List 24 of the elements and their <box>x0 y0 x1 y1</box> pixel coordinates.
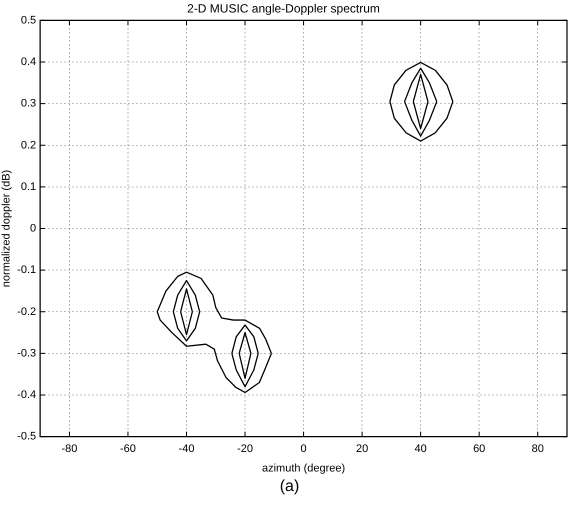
x-axis-title: azimuth (degree) <box>262 462 346 474</box>
y-tick-label: 0.2 <box>20 139 36 152</box>
y-tick-label: -0.1 <box>17 264 36 276</box>
y-tick-label: -0.3 <box>17 347 36 360</box>
x-tick-label: 20 <box>356 443 368 456</box>
x-tick-label: -40 <box>178 443 194 456</box>
y-tick-label: -0.2 <box>17 306 36 318</box>
y-tick-label: 0.3 <box>20 98 36 110</box>
x-tick-label: -60 <box>120 443 136 456</box>
text: (a) <box>278 478 300 496</box>
y-tick-label: 0.5 <box>20 14 36 26</box>
y-tick-label: 0.4 <box>20 56 36 68</box>
y-tick-label: 0.1 <box>20 180 36 193</box>
x-tick-label: 40 <box>414 443 427 456</box>
y-tick-label: -0.5 <box>17 430 36 443</box>
chart-title: 2-D MUSIC angle-Doppler spectrum <box>187 2 380 16</box>
y-axis-title: normalized doppler (dB) <box>0 170 13 288</box>
x-tick-label: 80 <box>532 443 544 456</box>
x-tick-label: -80 <box>61 443 78 456</box>
x-tick-label: -20 <box>237 443 253 456</box>
y-tick-label: -0.4 <box>17 389 36 402</box>
x-tick-label: 60 <box>473 443 486 456</box>
x-tick-label: 0 <box>300 443 307 456</box>
y-tick-label: 0 <box>30 222 36 235</box>
